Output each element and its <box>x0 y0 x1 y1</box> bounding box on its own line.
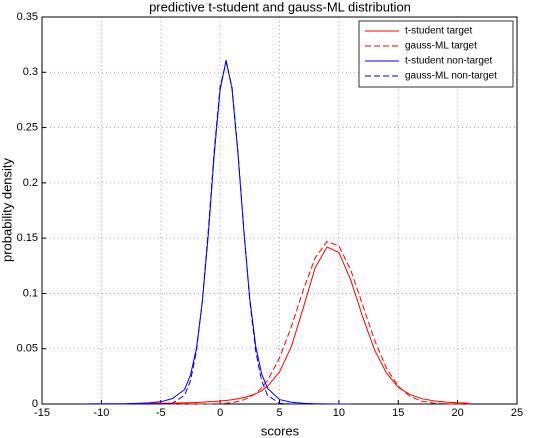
x-tick-label: 10 <box>333 407 345 419</box>
y-tick-label: 0.2 <box>23 177 38 189</box>
x-tick-label: 5 <box>276 407 282 419</box>
x-axis-label: scores <box>261 423 300 438</box>
y-tick-label: 0.35 <box>17 11 38 23</box>
y-axis-label: probability density <box>0 157 14 262</box>
legend-label: t-student target <box>405 26 472 37</box>
x-tick-label: -5 <box>156 407 166 419</box>
x-tick-label: 20 <box>452 407 464 419</box>
y-tick-label: 0.15 <box>17 232 38 244</box>
chart-title: predictive t-student and gauss-ML distri… <box>149 0 411 14</box>
x-tick-label: 15 <box>392 407 404 419</box>
x-tick-label: -10 <box>93 407 109 419</box>
series-line <box>89 240 470 405</box>
legend-label: gauss-ML non-target <box>405 71 497 82</box>
series-line <box>89 62 351 405</box>
y-tick-label: 0.3 <box>23 66 38 78</box>
y-tick-label: 0.1 <box>23 287 38 299</box>
y-tick-label: 0.05 <box>17 343 38 355</box>
y-tick-label: 0.25 <box>17 121 38 133</box>
x-tick-label: 0 <box>217 407 223 419</box>
legend-label: gauss-ML target <box>405 41 477 52</box>
y-tick-label: 0 <box>32 398 38 410</box>
plot-frame <box>41 16 518 405</box>
x-tick-label: 25 <box>511 407 523 419</box>
legend-label: t-student non-target <box>405 56 492 67</box>
x-tick-label: -15 <box>34 407 50 419</box>
series-line <box>89 246 470 405</box>
